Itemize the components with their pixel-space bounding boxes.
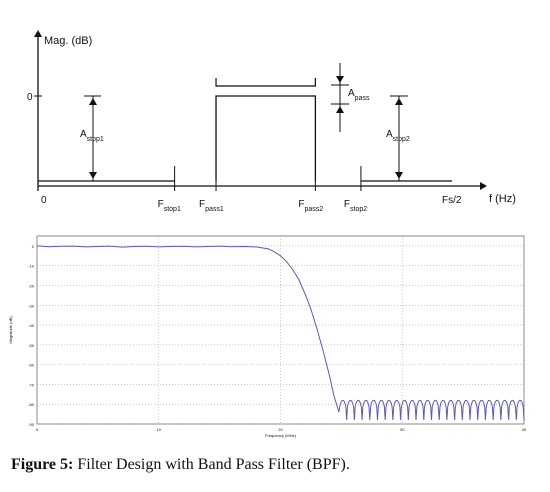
caption-text: Filter Design with Band Pass Filter (BPF…	[73, 456, 349, 473]
x-tick-label: 30	[400, 427, 405, 432]
y-tick-label: -30	[28, 303, 35, 308]
x-tick-label: 20	[278, 427, 283, 432]
y-tick-label: 0	[32, 244, 35, 249]
x-tick-label: Fstop2	[344, 199, 367, 213]
y-tick-label: -70	[28, 382, 35, 387]
frequency-response-chart: 0-10-20-30-40-50-60-70-80-900 10 20 30 40Fre…	[0, 228, 550, 450]
y-axis-arrow	[34, 30, 42, 37]
apass-label: Apass	[348, 88, 370, 102]
x-axis-label: Frequency (MHz)	[265, 433, 297, 438]
y-tick-label: -10	[28, 264, 35, 269]
y-axis-label: Mag. (dB)	[44, 35, 92, 47]
apass-arrow-down	[336, 76, 344, 83]
y-tick-label: -90	[28, 422, 35, 427]
y-tick-label: -50	[28, 343, 35, 348]
y-tick-label: -80	[28, 402, 35, 407]
x-tick-label: 40	[522, 427, 527, 432]
astop1-arrow-down	[89, 172, 97, 179]
y-tick-label: -20	[28, 283, 35, 288]
y-tick-label: -40	[28, 323, 35, 328]
x-tick-label: Fpass2	[298, 199, 323, 213]
spec-segment-2	[216, 96, 315, 181]
astop2-label: Astop2	[386, 129, 410, 143]
y-tick-label: -60	[28, 363, 35, 368]
x-tick-label: Fs/2	[442, 195, 462, 206]
x-tick-label: 0	[36, 427, 39, 432]
x-tick-label: 0	[41, 195, 47, 206]
x-tick-label: 10	[157, 427, 162, 432]
band-pass-spec-chart: Mag. (dB) f (Hz) 0 0 Fstop1 Fpass1 Fpass2 Fstop…	[0, 0, 550, 228]
astop1-label: Astop1	[80, 129, 104, 143]
x-axis-label: f (Hz)	[489, 193, 516, 205]
astop1-arrow-up	[89, 98, 97, 105]
astop2-arrow-down	[395, 172, 403, 179]
x-tick-label: Fstop1	[158, 199, 181, 213]
y-axis-label: Magnitude (dB)	[8, 316, 13, 344]
x-axis-arrow	[480, 182, 487, 190]
y-tick-label: 0	[27, 92, 33, 103]
apass-arrow-up	[336, 106, 344, 113]
caption-label: Figure 5:	[11, 456, 73, 473]
x-tick-label: Fpass1	[199, 199, 224, 213]
astop2-arrow-up	[395, 98, 403, 105]
figure-caption: Figure 5: Filter Design with Band Pass F…	[11, 456, 350, 474]
passband-ripple-bracket	[216, 78, 315, 86]
